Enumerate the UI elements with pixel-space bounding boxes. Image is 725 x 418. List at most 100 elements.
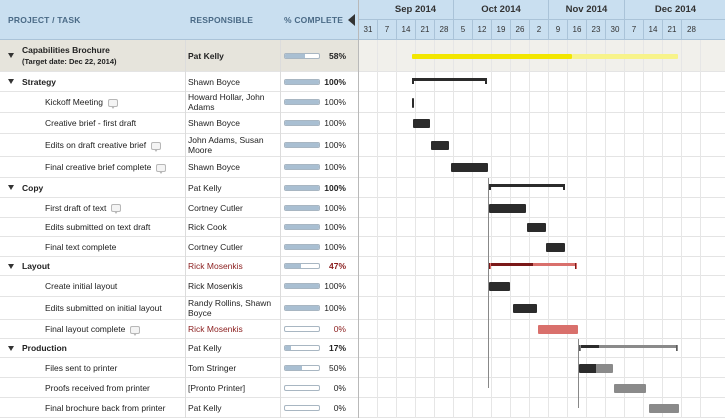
- task-bar[interactable]: [412, 97, 414, 108]
- percent-cell[interactable]: 100%: [282, 237, 352, 256]
- task-row[interactable]: Create initial layout Rick Mosenkis 100%: [0, 276, 358, 297]
- task-cell[interactable]: Final brochure back from printer: [0, 398, 185, 417]
- task-bar[interactable]: [451, 163, 488, 172]
- task-row[interactable]: Final brochure back from printer Pat Kell…: [0, 398, 358, 418]
- percent-cell[interactable]: 100%: [282, 92, 352, 112]
- percent-cell[interactable]: 0%: [282, 378, 352, 397]
- task-bar[interactable]: [649, 403, 679, 413]
- task-cell[interactable]: Edits on draft creative brief: [0, 134, 185, 156]
- task-row[interactable]: Final text complete Cortney Cutler 100%: [0, 237, 358, 257]
- task-row[interactable]: Creative brief - first draft Shawn Boyce 1…: [0, 113, 358, 134]
- responsible-cell[interactable]: Rick Cook: [188, 222, 227, 232]
- responsible-cell[interactable]: Randy Rollins, Shawn Boyce: [188, 298, 272, 318]
- task-bar[interactable]: [513, 304, 537, 313]
- percent-cell[interactable]: 100%: [282, 157, 352, 177]
- responsible-cell[interactable]: Rick Mosenkis: [188, 281, 243, 291]
- task-cell[interactable]: Files sent to printer: [0, 358, 185, 377]
- expand-toggle-icon[interactable]: [8, 185, 14, 190]
- percent-cell[interactable]: 47%: [282, 257, 352, 275]
- task-bar[interactable]: [527, 223, 546, 232]
- percent-cell[interactable]: 100%: [282, 134, 352, 156]
- task-bar[interactable]: [489, 203, 526, 213]
- comment-icon[interactable]: [111, 204, 122, 215]
- project-bar[interactable]: [412, 53, 572, 59]
- responsible-cell[interactable]: Pat Kelly: [188, 50, 224, 61]
- task-row[interactable]: Edits submitted on initial layout Randy R…: [0, 297, 358, 320]
- summary-bar[interactable]: [489, 184, 565, 190]
- task-cell[interactable]: Strategy: [0, 72, 185, 91]
- task-cell[interactable]: Capabilities Brochure (Target date: Dec 2…: [0, 40, 185, 71]
- percent-cell[interactable]: 100%: [282, 198, 352, 217]
- task-cell[interactable]: Final creative brief complete: [0, 157, 185, 177]
- task-cell[interactable]: Create initial layout: [0, 276, 185, 296]
- task-cell[interactable]: Final text complete: [0, 237, 185, 256]
- percent-cell[interactable]: 0%: [282, 320, 352, 338]
- responsible-cell[interactable]: Cortney Cutler: [188, 202, 243, 213]
- column-header-percent[interactable]: % COMPLETE: [284, 15, 344, 25]
- summary-bar[interactable]: [412, 78, 487, 84]
- responsible-cell[interactable]: Shawn Boyce: [188, 76, 240, 87]
- percent-cell[interactable]: 17%: [282, 339, 352, 357]
- group-row[interactable]: Production Pat Kelly 17%: [0, 339, 358, 358]
- percent-cell[interactable]: 100%: [282, 218, 352, 236]
- responsible-cell[interactable]: Shawn Boyce: [188, 162, 240, 172]
- comment-icon[interactable]: [130, 325, 141, 336]
- column-header-task[interactable]: PROJECT / TASK: [8, 15, 81, 25]
- task-cell[interactable]: Edits submitted on text draft: [0, 218, 185, 236]
- collapse-panel-icon[interactable]: [348, 14, 355, 26]
- responsible-cell[interactable]: Howard Hollar, John Adams: [188, 92, 265, 112]
- percent-cell[interactable]: 100%: [282, 72, 352, 91]
- task-cell[interactable]: Final layout complete: [0, 320, 185, 338]
- task-row[interactable]: Kickoff Meeting Howard Hollar, John Adams…: [0, 92, 358, 113]
- responsible-cell[interactable]: Shawn Boyce: [188, 118, 240, 128]
- task-cell[interactable]: First draft of text: [0, 198, 185, 217]
- group-row[interactable]: Layout Rick Mosenkis 47%: [0, 257, 358, 276]
- task-cell[interactable]: Layout: [0, 257, 185, 275]
- comment-icon[interactable]: [107, 98, 118, 109]
- task-cell[interactable]: Proofs received from printer: [0, 378, 185, 397]
- task-cell[interactable]: Kickoff Meeting: [0, 92, 185, 112]
- expand-toggle-icon[interactable]: [8, 345, 14, 351]
- task-bar[interactable]: [538, 325, 578, 334]
- task-bar[interactable]: [614, 383, 646, 393]
- task-row[interactable]: Files sent to printer Tom Stringer 50%: [0, 358, 358, 378]
- expand-toggle-icon[interactable]: [8, 79, 14, 84]
- percent-cell[interactable]: 58%: [282, 40, 352, 71]
- task-cell[interactable]: Creative brief - first draft: [0, 113, 185, 133]
- summary-bar[interactable]: [579, 344, 678, 351]
- project-row[interactable]: Capabilities Brochure (Target date: Dec 2…: [0, 40, 358, 72]
- task-row[interactable]: Final creative brief complete Shawn Boyce…: [0, 157, 358, 178]
- percent-cell[interactable]: 100%: [282, 113, 352, 133]
- task-row[interactable]: Edits on draft creative brief John Adams,…: [0, 134, 358, 157]
- responsible-cell[interactable]: Pat Kelly: [188, 402, 222, 413]
- percent-cell[interactable]: 50%: [282, 358, 352, 377]
- responsible-cell[interactable]: Pat Kelly: [188, 343, 222, 353]
- project-bar[interactable]: [572, 53, 678, 59]
- comment-icon[interactable]: [151, 141, 162, 152]
- task-bar[interactable]: [579, 363, 613, 373]
- comment-icon[interactable]: [156, 163, 167, 174]
- responsible-cell[interactable]: [Pronto Printer]: [188, 382, 246, 393]
- group-row[interactable]: Copy Pat Kelly 100%: [0, 178, 358, 198]
- responsible-cell[interactable]: John Adams, Susan Moore: [188, 135, 264, 155]
- task-cell[interactable]: Copy: [0, 178, 185, 197]
- percent-cell[interactable]: 0%: [282, 398, 352, 417]
- responsible-cell[interactable]: Cortney Cutler: [188, 241, 243, 252]
- responsible-cell[interactable]: Pat Kelly: [188, 182, 222, 193]
- expand-toggle-icon[interactable]: [8, 263, 14, 269]
- task-bar[interactable]: [413, 119, 430, 128]
- task-cell[interactable]: Edits submitted on initial layout: [0, 297, 185, 319]
- task-bar[interactable]: [431, 141, 449, 150]
- task-row[interactable]: Edits submitted on text draft Rick Cook 10…: [0, 218, 358, 237]
- expand-toggle-icon[interactable]: [8, 53, 14, 58]
- percent-cell[interactable]: 100%: [282, 276, 352, 296]
- responsible-cell[interactable]: Rick Mosenkis: [188, 261, 243, 271]
- responsible-cell[interactable]: Tom Stringer: [188, 362, 237, 373]
- task-bar[interactable]: [489, 282, 510, 291]
- group-row[interactable]: Strategy Shawn Boyce 100%: [0, 72, 358, 92]
- percent-cell[interactable]: 100%: [282, 178, 352, 197]
- task-row[interactable]: Proofs received from printer [Pronto Prin…: [0, 378, 358, 398]
- responsible-cell[interactable]: Rick Mosenkis: [188, 324, 243, 334]
- task-row[interactable]: First draft of text Cortney Cutler 100%: [0, 198, 358, 218]
- task-cell[interactable]: Production: [0, 339, 185, 357]
